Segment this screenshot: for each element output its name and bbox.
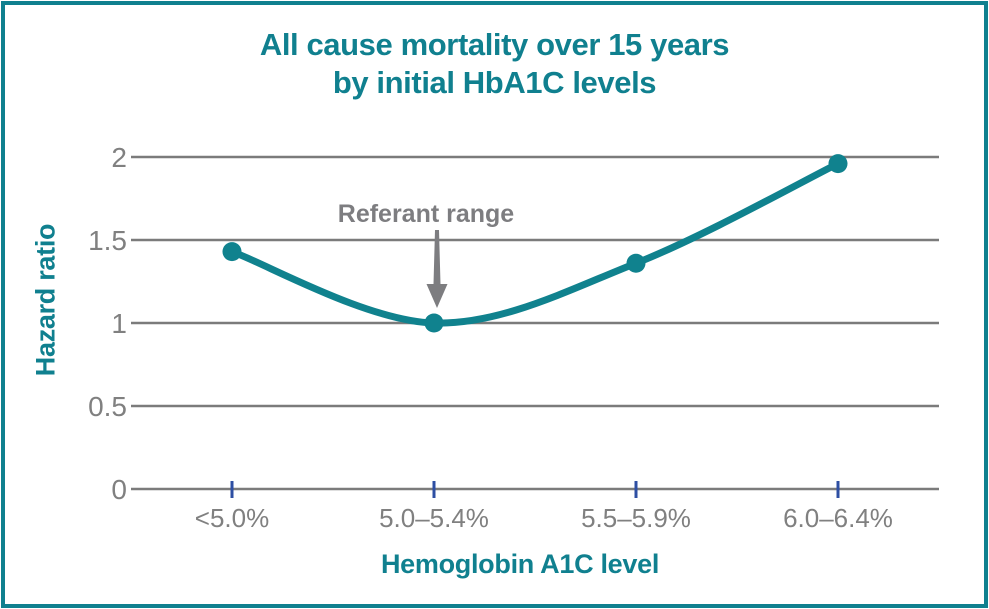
trend-curve	[228, 160, 842, 327]
data-point	[828, 154, 848, 174]
x-axis-title: Hemoglobin A1C level	[380, 549, 660, 579]
data-point	[626, 253, 646, 273]
y-tick-label: 1.5	[88, 225, 127, 256]
x-tick-label: 5.0–5.4%	[379, 503, 489, 533]
chart-title: All cause mortality over 15 years by ini…	[0, 26, 989, 102]
y-tick-label: 0	[111, 474, 127, 505]
data-point	[424, 313, 444, 333]
y-tick-label: 2	[111, 142, 127, 173]
data-point	[222, 242, 242, 262]
annotation-label: Referant range	[338, 200, 515, 228]
y-tick-label: 0.5	[88, 391, 127, 422]
x-tick-label: <5.0%	[195, 503, 269, 533]
x-tick-label: 5.5–5.9%	[581, 503, 691, 533]
chart-title-line1: All cause mortality over 15 years	[259, 27, 730, 62]
chart-title-line2: by initial HbA1C levels	[332, 65, 657, 100]
annotation-arrow	[426, 230, 448, 308]
x-tick-label: 6.0–6.4%	[783, 503, 893, 533]
y-tick-label: 1	[111, 308, 127, 339]
